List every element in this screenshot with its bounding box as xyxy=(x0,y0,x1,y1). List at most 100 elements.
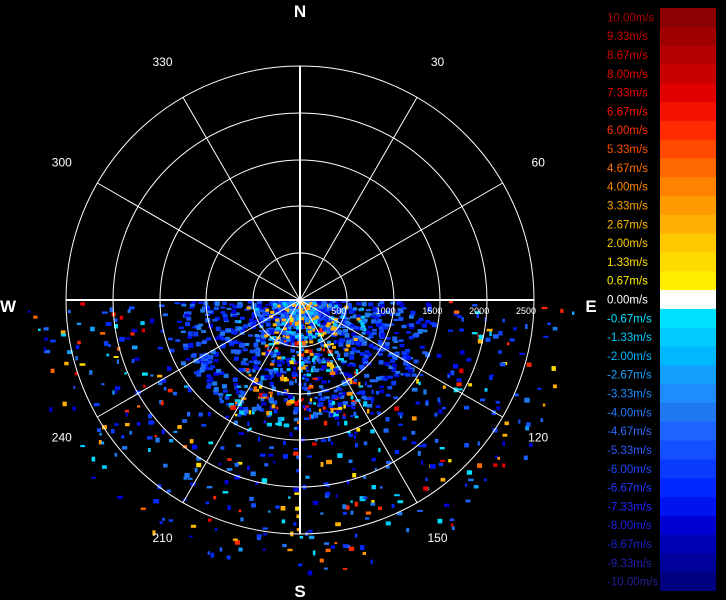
echo-cell xyxy=(425,320,431,324)
echo-cell xyxy=(312,377,318,380)
echo-cell xyxy=(261,334,267,339)
echo-cell xyxy=(319,396,326,401)
echo-cell xyxy=(359,338,365,342)
echo-cell xyxy=(439,447,445,450)
echo-cell xyxy=(257,321,263,327)
echo-cell xyxy=(233,356,239,361)
echo-cell xyxy=(377,350,383,353)
echo-cell xyxy=(293,324,299,329)
echo-cell xyxy=(378,506,382,510)
echo-cell xyxy=(370,315,376,318)
echo-cell xyxy=(64,361,69,366)
echo-cell xyxy=(210,365,216,369)
echo-cell xyxy=(273,302,277,306)
echo-cell xyxy=(457,388,463,391)
echo-cell xyxy=(194,371,199,375)
echo-cell xyxy=(526,422,531,427)
echo-cell xyxy=(287,394,294,400)
echo-cell xyxy=(371,500,375,504)
echo-cell xyxy=(200,357,206,362)
echo-cell xyxy=(302,312,308,315)
echo-cell xyxy=(346,431,351,434)
echo-cell xyxy=(264,368,269,372)
echo-cell xyxy=(238,432,245,435)
echo-cell xyxy=(401,356,407,361)
echo-cell xyxy=(525,324,528,329)
echo-cell xyxy=(328,403,334,408)
echo-cell xyxy=(380,349,386,352)
echo-cell xyxy=(346,479,350,485)
echo-cell xyxy=(154,434,157,438)
echo-cell xyxy=(299,536,304,539)
echo-cell xyxy=(75,356,78,361)
echo-cell xyxy=(322,313,328,318)
echo-cell xyxy=(91,476,96,479)
echo-cell xyxy=(281,316,287,320)
echo-cell xyxy=(355,443,358,448)
echo-cell xyxy=(260,341,266,345)
echo-cell xyxy=(379,300,385,305)
azimuth-tick-label: 30 xyxy=(431,55,445,69)
echo-cell xyxy=(255,307,259,311)
echo-cell xyxy=(296,528,300,532)
echo-cell xyxy=(305,319,309,323)
echo-cell xyxy=(241,397,247,400)
echo-cell xyxy=(283,303,288,307)
echo-cell xyxy=(80,302,85,306)
echo-cell xyxy=(143,384,146,388)
echo-cell xyxy=(317,398,321,403)
echo-cell xyxy=(288,360,294,365)
echo-cell xyxy=(274,307,280,312)
echo-cell xyxy=(297,421,301,424)
echo-cell xyxy=(281,300,287,303)
echo-cell xyxy=(234,420,238,426)
echo-cell xyxy=(327,340,331,344)
echo-cell xyxy=(296,455,301,460)
echo-cell xyxy=(220,446,225,450)
echo-cell xyxy=(392,354,398,359)
echo-cell xyxy=(421,460,424,465)
echo-cell xyxy=(364,312,370,318)
echo-cell xyxy=(238,368,244,372)
echo-cell xyxy=(300,302,305,306)
azimuth-tick-label: 210 xyxy=(152,531,172,545)
echo-cell xyxy=(351,332,357,337)
echo-cell xyxy=(299,335,305,339)
colorbar-label: -10.00m/s xyxy=(607,577,658,589)
echo-cell xyxy=(299,305,304,309)
echo-cell xyxy=(249,377,256,381)
echo-cell xyxy=(332,345,336,349)
echo-cell xyxy=(366,404,373,408)
echo-cell xyxy=(375,390,379,395)
echo-cell xyxy=(38,328,41,331)
echo-cell xyxy=(80,445,85,448)
echo-cell xyxy=(387,375,393,379)
echo-cell xyxy=(316,322,321,327)
echo-cell xyxy=(206,378,212,383)
echo-cell xyxy=(91,456,96,462)
echo-cell xyxy=(258,317,264,320)
echo-cell xyxy=(397,412,404,416)
echo-cell xyxy=(276,304,281,308)
echo-cell xyxy=(411,431,416,435)
echo-cell xyxy=(338,406,343,410)
echo-cell xyxy=(315,332,319,335)
echo-cell xyxy=(177,320,182,323)
echo-cell xyxy=(294,401,299,406)
echo-cell xyxy=(269,411,273,416)
echo-cell xyxy=(228,402,235,408)
echo-cell xyxy=(302,325,305,329)
echo-cell xyxy=(305,331,309,336)
echo-cell xyxy=(268,397,274,402)
echo-cell xyxy=(238,326,243,330)
echo-cell xyxy=(309,352,314,356)
echo-cell xyxy=(369,379,375,383)
echo-cell xyxy=(387,308,393,311)
echo-cell xyxy=(472,304,478,307)
echo-cell xyxy=(365,511,372,515)
echo-cell xyxy=(181,303,187,307)
echo-cell xyxy=(307,455,312,458)
echo-cell xyxy=(507,342,510,346)
echo-cell xyxy=(341,315,346,319)
echo-cell xyxy=(293,359,296,364)
